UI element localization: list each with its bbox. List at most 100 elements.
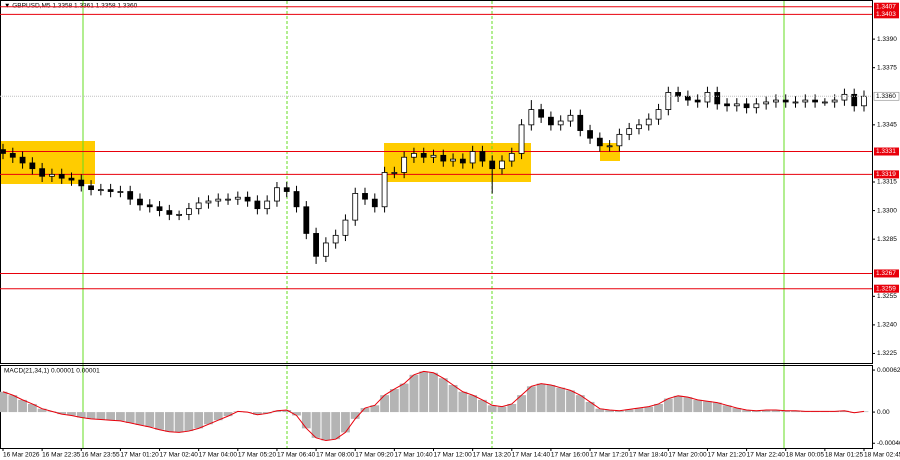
macd-bar	[272, 410, 282, 413]
macd-bar	[86, 412, 96, 419]
candle-body	[225, 198, 231, 201]
candle-body	[215, 198, 222, 202]
candle-body	[156, 206, 163, 211]
x-tick-label: 16 Mar 2026	[3, 452, 40, 459]
level-label: 1.3267	[876, 270, 896, 277]
candle-body	[264, 200, 271, 210]
macd-bar	[438, 378, 448, 413]
candle-body	[743, 103, 750, 109]
macd-bar	[350, 412, 360, 419]
candle-body	[137, 198, 143, 206]
candle-body	[655, 109, 662, 120]
macd-bar	[321, 412, 331, 441]
candle-body	[636, 124, 642, 130]
candle-body	[508, 153, 515, 162]
macd-bar	[125, 412, 135, 423]
macd-bar	[116, 412, 125, 421]
x-tick-label: 16 Mar 22:35	[42, 452, 81, 459]
candle-body	[205, 200, 212, 204]
macd-bar	[223, 412, 233, 417]
day-separators	[82, 1, 785, 448]
candle-body	[9, 153, 16, 158]
candle-body	[773, 99, 779, 103]
candle-body	[313, 233, 319, 257]
macd-bar	[751, 410, 761, 413]
candle-body	[851, 93, 858, 107]
macd-bar	[341, 412, 350, 433]
macd-bar	[585, 401, 595, 413]
macd-bar	[771, 410, 781, 413]
level-label-box	[874, 2, 899, 11]
candle-body	[733, 103, 740, 107]
candle-body	[459, 158, 466, 164]
candle-body	[704, 92, 711, 103]
y-tick-label: 1.3285	[877, 236, 897, 243]
x-tick-label: 17 Mar 04:00	[199, 452, 238, 459]
candle-body	[293, 191, 300, 208]
candle-body	[39, 168, 46, 177]
macd-bar	[722, 405, 732, 413]
candle-body	[645, 118, 652, 126]
y-tick-label: 1.3240	[877, 322, 897, 329]
candle-body	[841, 93, 848, 101]
macd-bar	[76, 412, 86, 418]
candle-body	[528, 109, 535, 126]
candle-body	[831, 99, 838, 103]
macd-bar	[409, 374, 419, 413]
macd-bar	[605, 410, 615, 413]
x-tick-label: 17 Mar 22:40	[747, 452, 786, 459]
candle-body	[802, 99, 809, 103]
candle-body	[479, 151, 486, 162]
x-tick-label: 17 Mar 01:20	[120, 452, 159, 459]
x-tick-label: 17 Mar 05:20	[238, 452, 277, 459]
x-tick-label: 17 Mar 18:40	[629, 452, 668, 459]
macd-bar	[693, 399, 703, 413]
level-label: 1.3331	[876, 148, 896, 155]
candle-body	[489, 160, 496, 170]
candle-body	[88, 185, 94, 191]
macd-bar	[732, 408, 742, 413]
macd-bar	[615, 410, 624, 413]
macd-bar	[380, 395, 389, 413]
candle-body	[812, 99, 818, 103]
x-tick-label: 17 Mar 17:20	[590, 452, 629, 459]
candle-body	[401, 156, 408, 173]
x-tick-label: 17 Mar 06:40	[277, 452, 316, 459]
candle-body	[49, 173, 55, 177]
macd-bar	[761, 410, 771, 413]
x-tick-label: 17 Mar 08:00	[316, 452, 355, 459]
candle-body	[420, 153, 427, 158]
macd-bar	[487, 405, 497, 413]
macd-bar	[526, 386, 536, 413]
x-tick-label: 17 Mar 20:00	[668, 452, 707, 459]
level-label-box	[874, 284, 899, 293]
candle-body	[371, 198, 378, 208]
candle-body	[577, 114, 584, 131]
macd-bar	[742, 410, 751, 413]
macd-bar	[18, 399, 27, 413]
x-tick-label: 17 Mar 14:40	[512, 452, 551, 459]
macd-bar	[0, 391, 8, 413]
candle-body	[391, 172, 398, 174]
level-label-box	[874, 147, 899, 156]
level-label-box	[874, 10, 899, 19]
y2-tick-label: 0.00062	[877, 367, 900, 374]
candle-body	[283, 187, 290, 192]
candle-body	[58, 173, 65, 179]
candle-body	[195, 202, 202, 210]
macd-bar	[262, 412, 272, 414]
y-tick-label: 1.3255	[877, 293, 897, 300]
macd-bar	[683, 397, 693, 413]
x-tick-label: 17 Mar 12:00	[434, 452, 473, 459]
macd-bar	[194, 412, 204, 429]
macd-bar	[448, 384, 458, 413]
candle-body	[538, 109, 545, 118]
y-tick-label: 1.3390	[877, 36, 897, 43]
candle-body	[596, 137, 603, 147]
macd-bar	[252, 412, 262, 415]
macd-bar	[468, 395, 478, 413]
candle-body	[411, 153, 417, 158]
candle-body	[616, 133, 623, 147]
macd-bar	[292, 412, 301, 416]
highlight-box	[0, 141, 95, 184]
